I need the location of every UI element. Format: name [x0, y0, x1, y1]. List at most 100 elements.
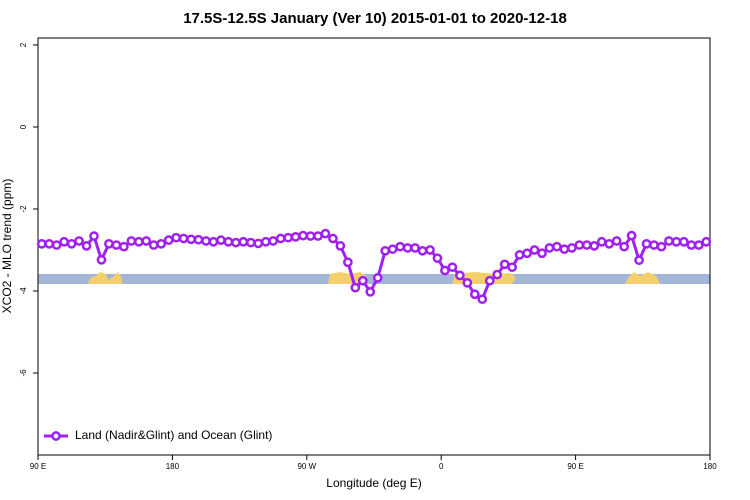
data-point: [201, 236, 211, 246]
data-point: [589, 241, 600, 251]
data-point: [507, 262, 517, 273]
data-point: [619, 241, 629, 252]
data-point: [111, 240, 122, 250]
data-point: [290, 232, 301, 242]
data-point: [350, 282, 361, 293]
data-point: [178, 233, 189, 244]
data-point: [96, 254, 107, 265]
data-point: [104, 238, 114, 249]
data-point: [268, 236, 279, 246]
data-point: [604, 238, 615, 249]
data-point: [216, 235, 226, 245]
data-point: [171, 232, 181, 243]
data-point: [74, 236, 84, 246]
data-point: [701, 236, 712, 247]
data-point: [440, 265, 450, 276]
data-point: [574, 240, 585, 250]
data-point: [81, 241, 92, 251]
x-tick-label: 90 W: [297, 462, 316, 471]
data-point: [59, 236, 69, 247]
y-tick-label: 2: [19, 42, 28, 47]
data-point: [357, 275, 368, 286]
data-point: [529, 245, 540, 255]
data-point: [44, 238, 55, 249]
data-point: [514, 250, 525, 260]
data-point: [231, 237, 241, 248]
data-point: [544, 243, 555, 253]
data-point: [223, 236, 234, 247]
y-tick-label: 0: [19, 124, 28, 129]
data-point: [477, 294, 488, 305]
data-point: [163, 235, 174, 245]
data-point: [402, 243, 413, 253]
data-point: [51, 240, 62, 250]
data-point: [253, 238, 264, 249]
data-point: [313, 231, 323, 241]
data-point: [686, 240, 697, 250]
data-point: [581, 240, 592, 250]
data-point: [671, 236, 682, 247]
data-point: [596, 236, 607, 247]
data-point: [626, 230, 637, 241]
data-point: [148, 240, 159, 250]
data-point: [522, 248, 532, 259]
y-tick-label: -4: [19, 287, 28, 295]
x-tick-label: 0: [439, 462, 444, 471]
data-point: [141, 236, 152, 246]
data-point: [156, 238, 167, 249]
data-point: [537, 248, 547, 259]
data-point: [395, 241, 405, 252]
x-tick-label: 90 E: [30, 462, 46, 471]
y-tick-label: -6: [19, 369, 28, 377]
data-point: [499, 259, 510, 270]
data-point: [365, 286, 376, 297]
data-point: [335, 241, 346, 251]
data-point: [283, 232, 293, 243]
data-point: [305, 231, 316, 241]
x-tick-label: 180: [166, 462, 180, 471]
data-point: [298, 230, 308, 241]
data-point: [649, 240, 659, 250]
data-point: [634, 255, 644, 266]
data-point: [372, 273, 383, 283]
data-point: [664, 236, 674, 246]
data-point: [641, 238, 652, 249]
data-point: [679, 236, 689, 247]
data-point: [462, 277, 473, 288]
data-point: [36, 238, 47, 249]
data-point: [387, 244, 398, 255]
data-point: [611, 236, 622, 246]
legend-marker: [51, 431, 61, 441]
data-point: [552, 241, 562, 252]
data-point: [484, 275, 495, 286]
data-point: [193, 234, 204, 245]
x-tick-label: 180: [703, 462, 717, 471]
data-point: [126, 236, 137, 246]
data-point: [208, 236, 219, 247]
data-point: [469, 289, 480, 300]
y-axis-label: XCO2 - MLO trend (ppm): [0, 179, 14, 314]
data-point: [567, 243, 577, 253]
legend-label: Land (Nadir&Glint) and Ocean (Glint): [75, 428, 272, 442]
x-tick-label: 90 E: [567, 462, 583, 471]
data-point: [447, 262, 458, 273]
data-point: [417, 245, 428, 256]
data-point: [133, 236, 144, 247]
data-point: [66, 238, 77, 249]
data-point: [559, 244, 570, 255]
data-point: [245, 237, 256, 248]
data-point: [343, 257, 353, 268]
data-point: [425, 245, 435, 255]
data-point: [275, 233, 286, 244]
data-point: [238, 236, 249, 247]
data-point: [693, 240, 704, 250]
data-point: [320, 228, 331, 239]
x-axis-label: Longitude (deg E): [326, 476, 421, 490]
chart-title: 17.5S-12.5S January (Ver 10) 2015-01-01 …: [183, 10, 567, 27]
data-point: [119, 241, 129, 252]
data-point: [380, 245, 391, 256]
data-point: [656, 241, 667, 252]
data-point: [328, 233, 338, 244]
data-point: [260, 236, 271, 247]
